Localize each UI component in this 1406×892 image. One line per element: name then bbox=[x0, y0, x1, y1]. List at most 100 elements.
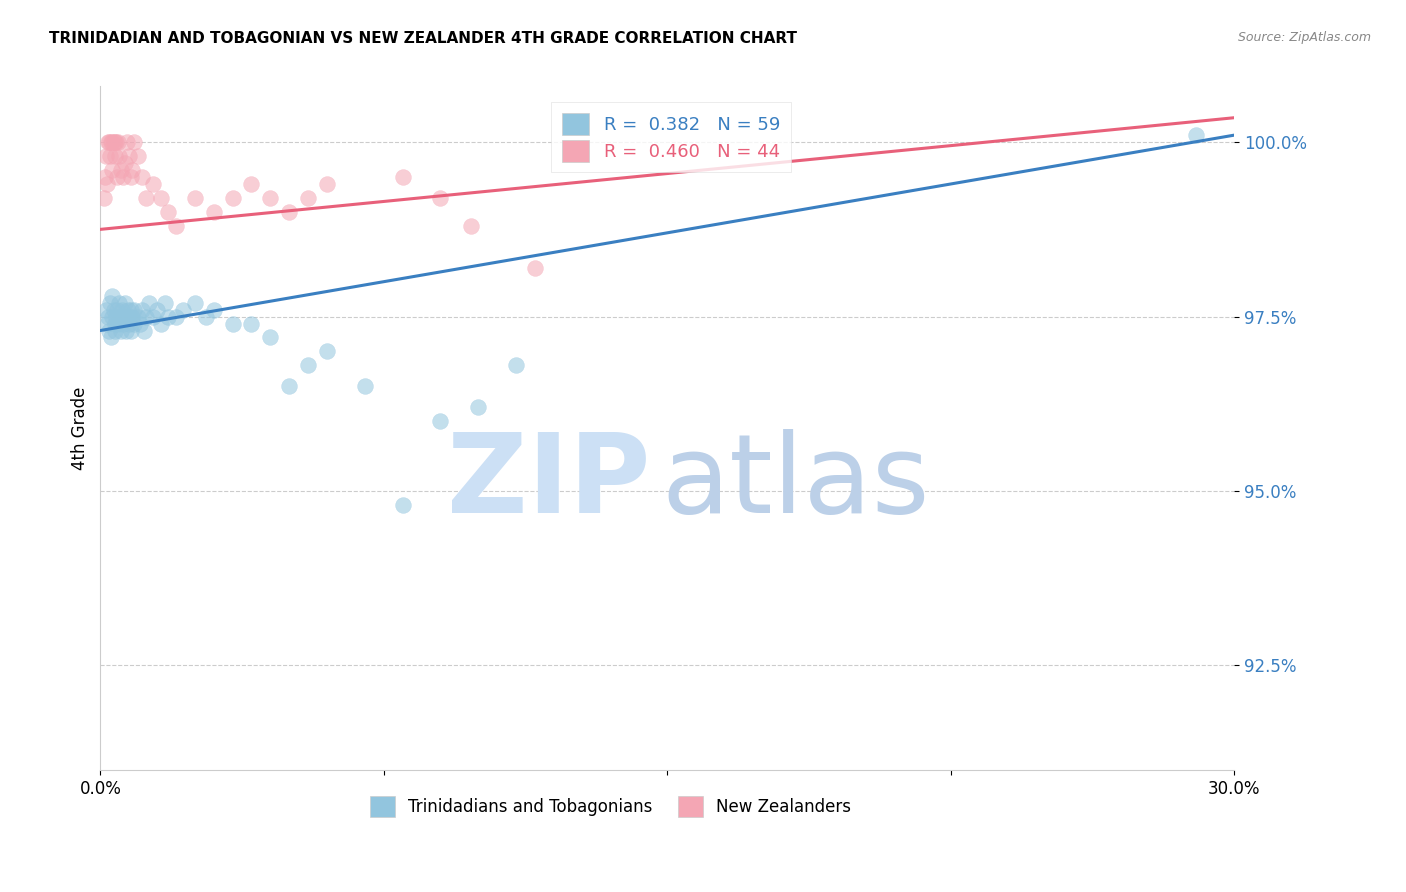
Point bbox=[142, 177, 165, 191]
Point bbox=[121, 163, 143, 178]
Point bbox=[105, 169, 128, 184]
Point bbox=[117, 302, 139, 317]
Point bbox=[108, 295, 131, 310]
Point bbox=[111, 317, 134, 331]
Point bbox=[523, 260, 546, 275]
Text: Source: ZipAtlas.com: Source: ZipAtlas.com bbox=[1237, 31, 1371, 45]
Point bbox=[316, 344, 339, 359]
Point bbox=[104, 324, 127, 338]
Point bbox=[121, 310, 143, 324]
Point bbox=[96, 317, 118, 331]
Point bbox=[98, 295, 121, 310]
Point bbox=[112, 310, 135, 324]
Point bbox=[146, 302, 169, 317]
Point bbox=[278, 205, 301, 219]
Point bbox=[165, 310, 187, 324]
Point bbox=[104, 149, 127, 163]
Point bbox=[115, 135, 138, 149]
Point bbox=[132, 324, 155, 338]
Point bbox=[105, 310, 128, 324]
Point bbox=[221, 317, 243, 331]
Point bbox=[129, 317, 152, 331]
Point bbox=[101, 288, 124, 302]
Point bbox=[101, 135, 124, 149]
Point bbox=[221, 191, 243, 205]
Point bbox=[100, 163, 122, 178]
Point bbox=[259, 330, 281, 344]
Point bbox=[353, 379, 375, 393]
Point bbox=[297, 359, 319, 373]
Point bbox=[391, 498, 413, 512]
Point bbox=[149, 191, 172, 205]
Point bbox=[202, 205, 225, 219]
Point bbox=[120, 302, 142, 317]
Point bbox=[97, 135, 120, 149]
Point bbox=[103, 302, 125, 317]
Point bbox=[138, 295, 160, 310]
Point bbox=[240, 177, 263, 191]
Point bbox=[131, 302, 153, 317]
Point bbox=[107, 317, 129, 331]
Point bbox=[135, 310, 157, 324]
Point bbox=[184, 295, 207, 310]
Point bbox=[165, 219, 187, 233]
Point bbox=[97, 324, 120, 338]
Point bbox=[120, 169, 142, 184]
Point bbox=[100, 135, 122, 149]
Point bbox=[118, 317, 141, 331]
Point bbox=[97, 135, 120, 149]
Point bbox=[114, 295, 136, 310]
Point bbox=[105, 302, 128, 317]
Point bbox=[297, 191, 319, 205]
Point bbox=[96, 177, 118, 191]
Point bbox=[149, 317, 172, 331]
Point bbox=[100, 330, 122, 344]
Point bbox=[110, 324, 132, 338]
Point bbox=[104, 135, 127, 149]
Point bbox=[278, 379, 301, 393]
Point bbox=[114, 156, 136, 170]
Point bbox=[391, 169, 413, 184]
Text: atlas: atlas bbox=[661, 429, 929, 536]
Text: ZIP: ZIP bbox=[447, 429, 650, 536]
Point bbox=[94, 149, 117, 163]
Point bbox=[111, 169, 134, 184]
Point bbox=[429, 191, 451, 205]
Point bbox=[240, 317, 263, 331]
Point bbox=[97, 310, 120, 324]
Point bbox=[157, 205, 180, 219]
Point bbox=[104, 317, 127, 331]
Point bbox=[184, 191, 207, 205]
Point bbox=[127, 149, 149, 163]
Point bbox=[98, 149, 121, 163]
Point bbox=[115, 310, 138, 324]
Point bbox=[142, 310, 165, 324]
Point bbox=[153, 295, 176, 310]
Point bbox=[157, 310, 180, 324]
Point bbox=[120, 324, 142, 338]
Point bbox=[505, 359, 527, 373]
Point bbox=[202, 302, 225, 317]
Point bbox=[127, 310, 149, 324]
Point bbox=[124, 302, 146, 317]
Point bbox=[103, 135, 125, 149]
Point bbox=[1185, 128, 1208, 143]
Point bbox=[105, 135, 128, 149]
Point bbox=[118, 149, 141, 163]
Point bbox=[111, 302, 134, 317]
Point bbox=[100, 310, 122, 324]
Point bbox=[93, 191, 115, 205]
Point bbox=[172, 302, 194, 317]
Point bbox=[460, 219, 482, 233]
Point bbox=[115, 324, 138, 338]
Point bbox=[122, 317, 145, 331]
Point bbox=[107, 135, 129, 149]
Point bbox=[135, 191, 157, 205]
Point bbox=[467, 401, 489, 415]
Point bbox=[108, 149, 131, 163]
Point bbox=[316, 177, 339, 191]
Point bbox=[131, 169, 153, 184]
Point bbox=[195, 310, 218, 324]
Point bbox=[118, 310, 141, 324]
Point bbox=[94, 169, 117, 184]
